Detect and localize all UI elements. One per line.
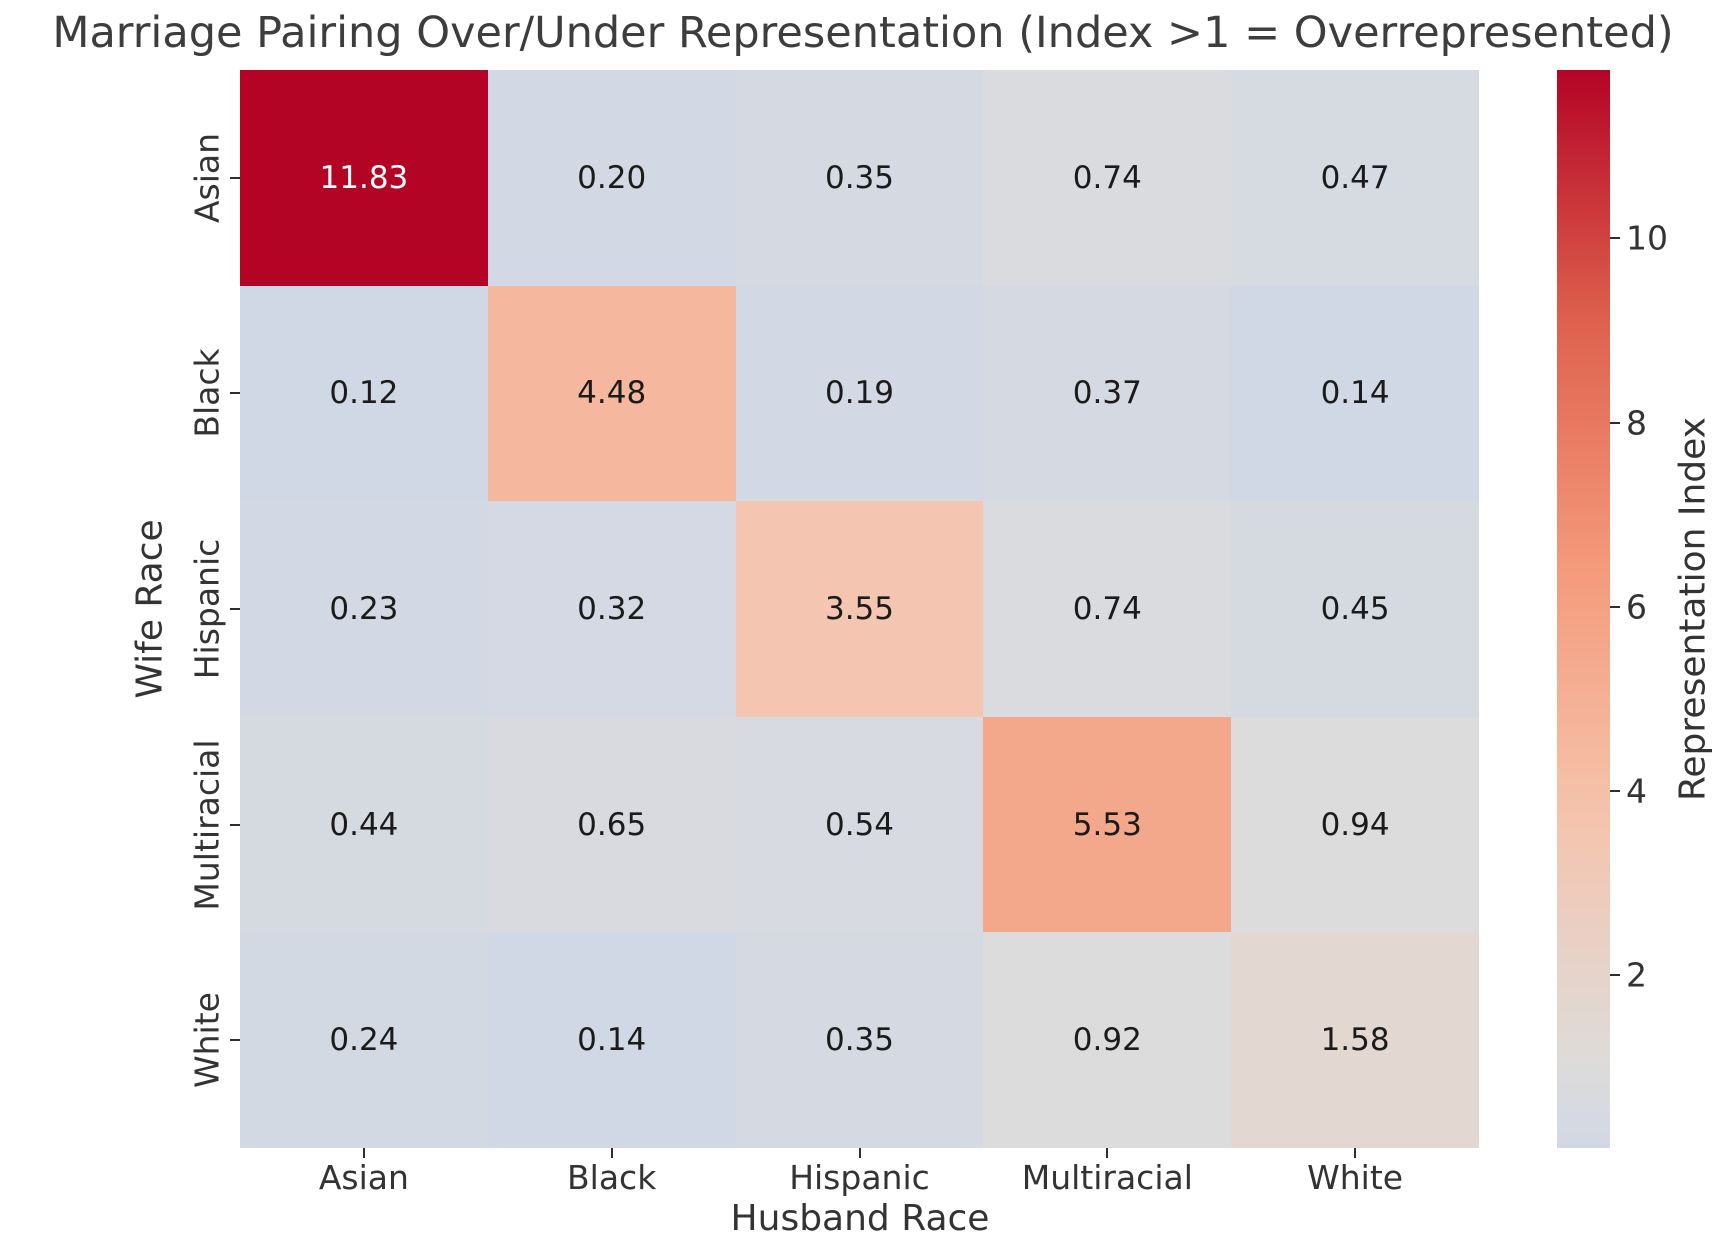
heatmap-cell-asian-multiracial: 0.74 xyxy=(983,70,1232,286)
x-tick-label: Black xyxy=(567,1158,657,1197)
colorbar-tick-mark xyxy=(1608,237,1620,240)
colorbar-tick-mark xyxy=(1608,421,1620,424)
heatmap-cell-black-black: 4.48 xyxy=(487,285,736,502)
heatmap-cell-asian-asian: 11.83 xyxy=(240,70,488,286)
y-tick-label: White xyxy=(187,992,227,1089)
x-tick-label: Multiracial xyxy=(1021,1158,1193,1197)
cell-value: 0.92 xyxy=(1072,1022,1142,1059)
heatmap-cell-multiracial-multiracial: 5.53 xyxy=(983,716,1232,933)
colorbar-tick-label: 4 xyxy=(1626,771,1647,811)
cell-value: 0.45 xyxy=(1320,590,1390,627)
cell-value: 0.47 xyxy=(1320,159,1390,196)
cell-value: 0.20 xyxy=(577,159,647,196)
heatmap-cell-white-white: 1.58 xyxy=(1231,932,1479,1148)
colorbar-tick-label: 10 xyxy=(1626,218,1668,258)
colorbar-tick-mark xyxy=(1608,789,1620,792)
cell-value: 0.14 xyxy=(577,1022,647,1059)
colorbar-tick-label: 8 xyxy=(1626,403,1647,443)
x-tick-mark xyxy=(1106,1148,1109,1158)
cell-value: 5.53 xyxy=(1072,806,1142,843)
x-tick-mark xyxy=(858,1148,861,1158)
cell-value: 0.65 xyxy=(577,806,647,843)
heatmap-cell-black-multiracial: 0.37 xyxy=(983,285,1232,502)
heatmap-cell-asian-hispanic: 0.35 xyxy=(735,70,984,286)
heatmap-cell-multiracial-black: 0.65 xyxy=(487,716,736,933)
heatmap-cell-multiracial-asian: 0.44 xyxy=(240,716,488,933)
y-tick-label: Asian xyxy=(187,132,227,223)
x-tick-label: Hispanic xyxy=(789,1158,930,1197)
y-tick-label: Black xyxy=(187,348,227,439)
cell-value: 3.55 xyxy=(824,590,894,627)
cell-value: 0.24 xyxy=(329,1022,399,1059)
heatmap-cell-white-hispanic: 0.35 xyxy=(735,932,984,1148)
x-axis-label: Husband Race xyxy=(730,1198,990,1239)
heatmap-grid: 11.83 0.20 0.35 0.74 0.47 0.12 4.48 0.19 0.37 0.1… xyxy=(240,70,1479,1148)
x-tick-label: Asian xyxy=(318,1158,409,1197)
colorbar-label: Representation Index xyxy=(1672,417,1714,801)
heatmap-cell-black-white: 0.14 xyxy=(1231,285,1479,502)
heatmap-cell-asian-white: 0.47 xyxy=(1231,70,1479,286)
heatmap-cell-white-black: 0.14 xyxy=(487,932,736,1148)
heatmap-cell-multiracial-white: 0.94 xyxy=(1231,716,1479,933)
cell-value: 0.14 xyxy=(1320,375,1390,412)
cell-value: 0.74 xyxy=(1072,159,1142,196)
colorbar-tick-mark xyxy=(1608,605,1620,608)
cell-value: 0.54 xyxy=(824,806,894,843)
cell-value: 0.74 xyxy=(1072,590,1142,627)
colorbar xyxy=(1557,70,1610,1148)
x-tick-label: White xyxy=(1307,1158,1404,1197)
cell-value: 1.58 xyxy=(1320,1022,1390,1059)
cell-value: 0.32 xyxy=(577,590,647,627)
y-tick-mark xyxy=(230,392,240,395)
x-tick-mark xyxy=(1354,1148,1357,1158)
heatmap-cell-white-asian: 0.24 xyxy=(240,932,488,1148)
cell-value: 0.35 xyxy=(824,1022,894,1059)
cell-value: 0.12 xyxy=(329,375,399,412)
y-tick-label: Multiracial xyxy=(187,739,227,911)
heatmap-cell-hispanic-asian: 0.23 xyxy=(240,501,488,717)
y-tick-mark xyxy=(230,608,240,610)
y-tick-mark xyxy=(230,1039,240,1042)
x-tick-mark xyxy=(362,1148,365,1158)
cell-value: 11.83 xyxy=(319,159,409,196)
cell-value: 0.94 xyxy=(1320,806,1390,843)
cell-value: 4.48 xyxy=(577,375,647,412)
heatmap-cell-hispanic-multiracial: 0.74 xyxy=(983,501,1232,717)
cell-value: 0.35 xyxy=(824,159,894,196)
y-tick-mark xyxy=(230,823,240,826)
colorbar-tick-mark xyxy=(1608,973,1620,976)
colorbar-tick-label: 6 xyxy=(1626,587,1647,627)
heatmap-cell-multiracial-hispanic: 0.54 xyxy=(735,716,984,933)
cell-value: 0.23 xyxy=(329,590,399,627)
y-tick-mark xyxy=(230,176,240,179)
heatmap-cell-white-multiracial: 0.92 xyxy=(983,932,1232,1148)
heatmap-cell-black-asian: 0.12 xyxy=(240,285,488,502)
y-tick-label: Hispanic xyxy=(187,538,227,680)
y-axis-label: Wife Race xyxy=(129,519,171,699)
heatmap-cell-hispanic-black: 0.32 xyxy=(487,501,736,717)
heatmap-cell-black-hispanic: 0.19 xyxy=(735,285,984,502)
cell-value: 0.37 xyxy=(1072,375,1142,412)
colorbar-tick-label: 2 xyxy=(1626,955,1647,995)
x-tick-mark xyxy=(610,1148,613,1158)
cell-value: 0.19 xyxy=(824,375,894,412)
heatmap-cell-hispanic-white: 0.45 xyxy=(1231,501,1479,717)
heatmap-cell-asian-black: 0.20 xyxy=(487,70,736,286)
cell-value: 0.44 xyxy=(329,806,399,843)
chart-title: Marriage Pairing Over/Under Representati… xyxy=(52,8,1674,58)
heatmap-cell-hispanic-hispanic: 3.55 xyxy=(735,501,984,717)
